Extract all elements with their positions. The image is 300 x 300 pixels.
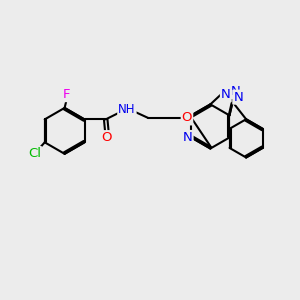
- Text: N: N: [221, 88, 231, 101]
- Text: N: N: [230, 85, 240, 98]
- Text: O: O: [182, 111, 192, 124]
- Text: N: N: [183, 131, 193, 144]
- Text: F: F: [63, 88, 71, 101]
- Text: Cl: Cl: [28, 147, 41, 160]
- Text: O: O: [102, 131, 112, 144]
- Text: N: N: [233, 91, 243, 103]
- Text: NH: NH: [118, 103, 136, 116]
